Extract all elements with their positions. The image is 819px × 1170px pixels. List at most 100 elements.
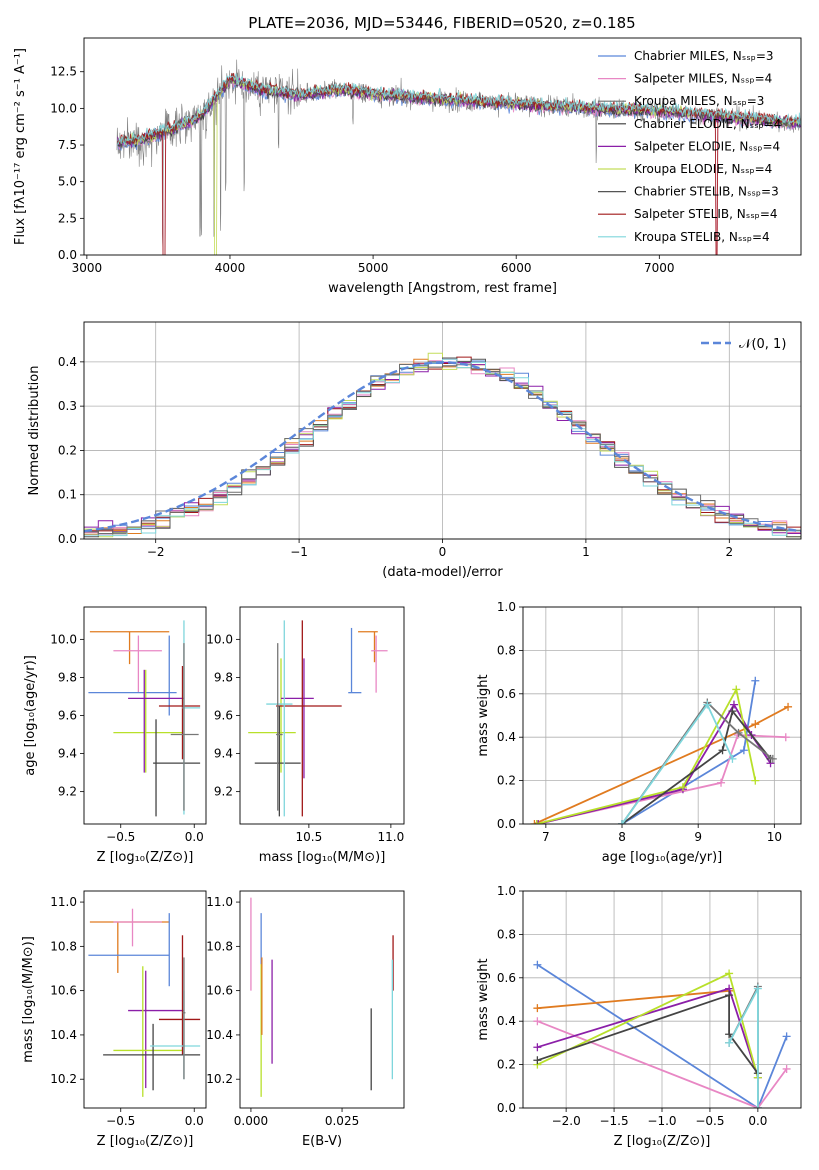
legend-label-5: Kroupa ELODIE, Nₛₛₚ=4 <box>634 162 772 176</box>
plot-area-age-vs-mass <box>248 620 388 817</box>
weight-line-5 <box>621 709 772 824</box>
weight-marker <box>718 746 727 755</box>
weight-marker <box>753 1104 762 1108</box>
y-tick-label: 0.0 <box>497 817 516 831</box>
y-tick-label: 1.0 <box>497 884 516 898</box>
x-tick-label: −1.0 <box>647 1114 676 1128</box>
y-tick-label: 10.0 <box>50 101 77 115</box>
y-tick-label: 0.2 <box>497 1058 516 1072</box>
x-axis-label: Z [log₁₀(Z/Z⊙)] <box>97 850 194 865</box>
histogram-step-8 <box>84 361 801 536</box>
y-tick-label: 0.3 <box>58 399 77 413</box>
weight-marker <box>739 746 748 755</box>
panel-weight-vs-age: 7 8 9 10 0.0 0.2 0.4 0.6 0.8 1.0 age [log₁₀(age/yr… <box>476 600 802 865</box>
legend-label-1: Salpeter MILES, Nₛₛₚ=4 <box>634 72 772 86</box>
x-tick-label: 0.0 <box>748 1114 767 1128</box>
y-tick-label: 0.0 <box>58 248 77 262</box>
y-tick-label: 1.0 <box>497 600 516 614</box>
y-axis-label: age [log₁₀(age/yr)] <box>23 655 38 776</box>
x-tick-label: 10.5 <box>296 830 323 844</box>
weight-marker <box>703 700 712 709</box>
weight-marker <box>725 1030 734 1039</box>
weight-line-5 <box>537 993 759 1074</box>
x-tick-label: 11.0 <box>378 830 405 844</box>
panel-mass-vs-EBV: 0.000 0.025 10.2 10.4 10.6 10.8 11.0 E(B-V) <box>206 890 405 1149</box>
weight-marker <box>533 1004 542 1013</box>
y-tick-label: 0.2 <box>497 774 516 788</box>
weight-line-2 <box>537 1020 788 1108</box>
axes-frame <box>83 606 207 825</box>
weight-marker <box>781 733 790 742</box>
y-tick-label: 9.2 <box>214 785 233 799</box>
legend-label-normal: 𝒩(0, 1) <box>739 337 786 352</box>
x-tick-label: 4000 <box>215 261 246 275</box>
panel-spectrum: 3000 4000 5000 6000 7000 0.0 2.5 5.0 7.5 10.0 12.5… <box>13 37 802 296</box>
plot-area-mass-vs-EBV <box>250 897 394 1097</box>
plot-area-residuals <box>84 352 801 538</box>
x-tick-label: 7 <box>542 830 550 844</box>
y-tick-label: 9.6 <box>58 709 77 723</box>
y-tick-label: 0.6 <box>497 971 516 985</box>
weight-line-0 <box>536 964 788 1108</box>
y-tick-label: 5.0 <box>58 175 77 189</box>
legend-label-6: Chabrier STELIB, Nₛₛₚ=3 <box>634 185 779 199</box>
x-tick-label: 1 <box>582 545 590 559</box>
y-tick-label: 10.0 <box>50 632 77 646</box>
weight-marker <box>725 991 734 1000</box>
y-tick-label: 9.8 <box>58 670 77 684</box>
x-axis-label: age [log₁₀(age/yr)] <box>602 850 723 865</box>
legend-label-2: Kroupa MILES, Nₛₛₚ=3 <box>634 94 764 108</box>
panel-weight-vs-Z: −2.0 −1.5 −1.0 −0.5 0.0 0.0 0.2 0.4 0.6 0.8 1.0 Z [… <box>476 884 802 1149</box>
x-tick-label: 5000 <box>358 261 389 275</box>
axes-frame <box>83 37 802 256</box>
weight-marker <box>533 1043 542 1052</box>
axes-frame <box>522 890 802 1109</box>
y-tick-label: 7.5 <box>58 138 77 152</box>
y-axis-label: mass [log₁₀(M/M⊙)] <box>21 936 36 1063</box>
x-tick-label: 8 <box>618 830 626 844</box>
weight-marker <box>534 820 543 824</box>
y-axis-label: Normed distribution <box>27 366 42 496</box>
x-tick-label: −0.5 <box>106 830 135 844</box>
weight-line-7 <box>621 702 734 824</box>
weight-line-1 <box>621 680 757 824</box>
axes-frame <box>239 606 405 825</box>
legend-label-3: Chabrier ELODIE, Nₛₛₚ=4 <box>634 117 781 131</box>
x-axis-label: Z [log₁₀(Z/Z⊙)] <box>614 1134 711 1149</box>
y-tick-label: 0.2 <box>58 443 77 457</box>
x-tick-label: 0.0 <box>185 830 204 844</box>
normal-curve <box>84 361 801 533</box>
x-tick-label: 7000 <box>644 261 675 275</box>
x-tick-label: 10 <box>767 830 782 844</box>
y-tick-label: 9.4 <box>214 747 233 761</box>
x-tick-label: −2 <box>147 545 165 559</box>
x-tick-label: −0.5 <box>695 1114 724 1128</box>
x-axis-label: E(B-V) <box>302 1134 342 1149</box>
x-tick-label: −0.5 <box>106 1114 135 1128</box>
weight-marker <box>732 685 741 694</box>
weight-marker <box>717 778 726 787</box>
spectrum-legend: Chabrier MILES, Nₛₛₚ=3 Salpeter MILES, Nₛ… <box>598 49 781 244</box>
y-tick-label: 0.6 <box>497 687 516 701</box>
plot-area-mass-vs-Z <box>88 908 201 1097</box>
y-tick-label: 0.8 <box>497 927 516 941</box>
x-tick-label: 9 <box>694 830 702 844</box>
y-tick-label: 0.0 <box>497 1101 516 1115</box>
weight-marker <box>782 1064 791 1073</box>
y-axis-label: mass weight <box>476 674 491 756</box>
weight-marker <box>784 702 793 711</box>
axes-frame <box>522 606 802 825</box>
weight-marker <box>728 707 737 716</box>
x-tick-label: 0.025 <box>325 1114 359 1128</box>
y-tick-label: 0.4 <box>58 355 77 369</box>
spectrum-model-line-8 <box>117 73 801 146</box>
weight-line-0 <box>534 706 789 824</box>
y-tick-label: 9.8 <box>214 670 233 684</box>
x-tick-label: −1.5 <box>599 1114 628 1128</box>
panel-age-vs-Z: −0.5 0.0 9.2 9.4 9.6 9.8 10.0 Z [log₁₀(Z/Z⊙)] ag… <box>23 606 207 865</box>
weight-marker <box>728 754 737 763</box>
plot-area-age-vs-Z <box>88 620 201 817</box>
y-tick-label: 10.4 <box>206 1028 233 1042</box>
x-tick-label: 0.0 <box>185 1114 204 1128</box>
